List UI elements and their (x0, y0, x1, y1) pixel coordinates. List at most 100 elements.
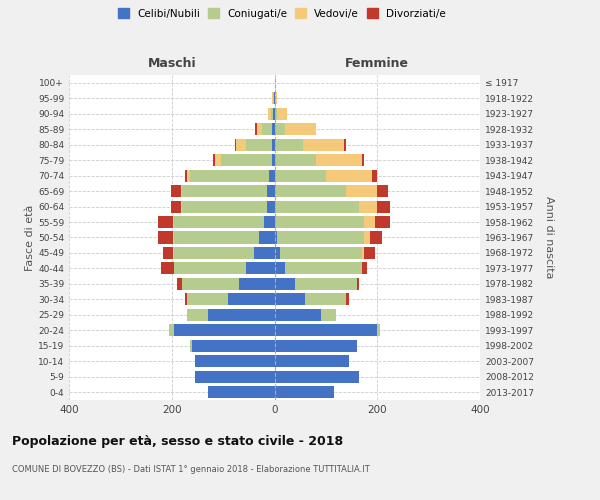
Bar (272, 92, 273, 104)
Bar (221, 154, 272, 166)
Bar (362, 154, 364, 166)
Bar (195, 371, 275, 383)
Bar (356, 278, 359, 290)
Bar (163, 247, 173, 259)
Bar (275, 232, 277, 243)
Bar (275, 138, 303, 150)
Text: Popolazione per età, sesso e stato civile - 2018: Popolazione per età, sesso e stato civil… (12, 435, 343, 448)
Bar (273, 92, 274, 104)
Bar (275, 371, 359, 383)
Bar (208, 309, 275, 321)
Bar (374, 216, 390, 228)
Bar (246, 262, 275, 274)
Bar (372, 170, 377, 181)
Bar (228, 294, 275, 306)
Bar (362, 247, 364, 259)
Y-axis label: Anni di nascita: Anni di nascita (544, 196, 554, 279)
Bar (173, 216, 175, 228)
Bar (275, 386, 334, 398)
Bar (377, 324, 380, 336)
Bar (275, 324, 377, 336)
Bar (275, 294, 305, 306)
Bar (190, 340, 193, 352)
Bar (275, 154, 316, 166)
Bar (259, 232, 275, 243)
Bar (271, 108, 274, 120)
Bar (175, 216, 264, 228)
Bar (171, 185, 181, 197)
Bar (175, 324, 275, 336)
Bar (267, 185, 275, 197)
Bar (275, 247, 280, 259)
Bar (175, 262, 246, 274)
Bar (275, 340, 356, 352)
Text: Maschi: Maschi (148, 58, 196, 70)
Text: Femmine: Femmine (345, 58, 409, 70)
Bar (182, 185, 267, 197)
Bar (303, 138, 344, 150)
Bar (275, 262, 285, 274)
Bar (257, 123, 262, 135)
Bar (275, 278, 295, 290)
Bar (285, 123, 316, 135)
Bar (272, 154, 275, 166)
Bar (187, 170, 190, 181)
Bar (264, 216, 275, 228)
Bar (269, 170, 275, 181)
Bar (377, 185, 388, 197)
Bar (285, 262, 362, 274)
Bar (187, 294, 228, 306)
Bar (190, 170, 269, 181)
Bar (275, 309, 321, 321)
Bar (173, 232, 175, 243)
Bar (275, 200, 359, 212)
Bar (158, 232, 173, 243)
Bar (171, 200, 181, 212)
Bar (236, 138, 246, 150)
Bar (169, 324, 175, 336)
Bar (246, 138, 272, 150)
Bar (195, 356, 275, 368)
Text: COMUNE DI BOVEZZO (BS) - Dati ISTAT 1° gennaio 2018 - Elaborazione TUTTITALIA.IT: COMUNE DI BOVEZZO (BS) - Dati ISTAT 1° g… (12, 465, 370, 474)
Bar (181, 200, 182, 212)
Bar (275, 92, 277, 104)
Bar (181, 185, 182, 197)
Bar (193, 340, 275, 352)
Bar (277, 232, 364, 243)
Bar (175, 232, 259, 243)
Bar (213, 154, 215, 166)
Bar (275, 170, 326, 181)
Bar (272, 123, 275, 135)
Bar (274, 108, 275, 120)
Y-axis label: Fasce di età: Fasce di età (25, 204, 35, 270)
Bar (239, 278, 275, 290)
Bar (235, 138, 236, 150)
Bar (364, 232, 370, 243)
Bar (173, 247, 175, 259)
Bar (256, 123, 257, 135)
Bar (215, 154, 221, 166)
Bar (275, 185, 346, 197)
Bar (316, 154, 362, 166)
Bar (377, 200, 390, 212)
Bar (280, 247, 362, 259)
Bar (362, 262, 367, 274)
Bar (275, 108, 277, 120)
Bar (185, 170, 187, 181)
Bar (208, 386, 275, 398)
Legend: Celibi/Nubili, Coniugati/e, Vedovi/e, Divorziati/e: Celibi/Nubili, Coniugati/e, Vedovi/e, Di… (115, 5, 449, 21)
Bar (161, 262, 175, 274)
Bar (187, 309, 208, 321)
Bar (185, 294, 187, 306)
Bar (175, 247, 254, 259)
Bar (182, 200, 267, 212)
Bar (364, 216, 374, 228)
Bar (364, 247, 374, 259)
Bar (262, 123, 272, 135)
Bar (326, 170, 372, 181)
Bar (295, 278, 357, 290)
Bar (275, 123, 285, 135)
Bar (346, 294, 349, 306)
Bar (177, 278, 182, 290)
Bar (268, 108, 271, 120)
